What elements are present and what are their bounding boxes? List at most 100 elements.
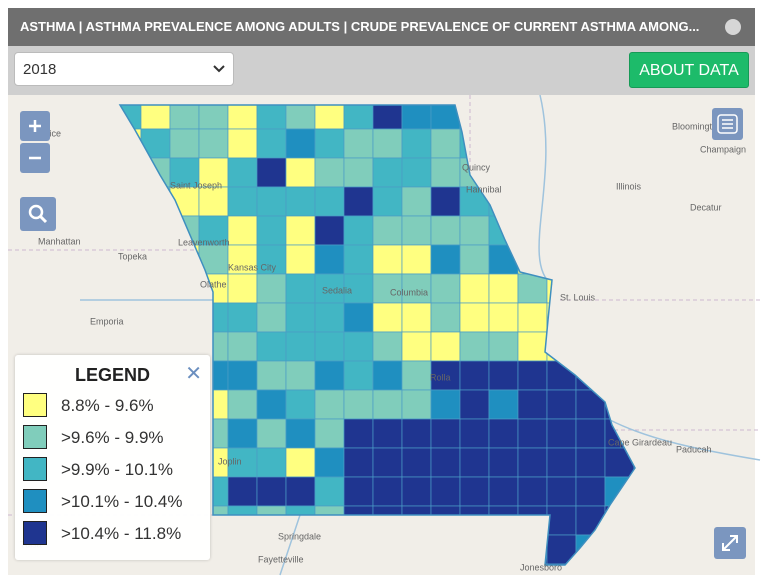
county — [401, 447, 432, 478]
county — [227, 244, 258, 275]
map-label: Springdale — [278, 531, 321, 541]
county — [256, 302, 287, 333]
county — [459, 447, 490, 478]
legend-close[interactable]: ✕ — [185, 363, 202, 385]
county — [256, 128, 287, 159]
header-title: ASTHMA | ASTHMA PREVALENCE AMONG ADULTS … — [20, 19, 700, 34]
legend-label: >9.6% - 9.9% — [61, 428, 164, 447]
county — [372, 331, 403, 362]
county — [517, 418, 548, 449]
county — [459, 331, 490, 362]
county — [285, 186, 316, 217]
county — [314, 331, 345, 362]
map-label: Leavenworth — [178, 237, 230, 247]
county — [372, 476, 403, 507]
county — [401, 331, 432, 362]
county — [314, 418, 345, 449]
county — [256, 360, 287, 391]
county — [314, 244, 345, 275]
county — [227, 418, 258, 449]
map-label: Manhattan — [38, 236, 81, 246]
county — [575, 476, 606, 507]
county — [314, 273, 345, 304]
chevron — [213, 65, 225, 73]
map-label: Cape Girardeau — [608, 437, 672, 447]
county — [227, 302, 258, 333]
county — [372, 302, 403, 333]
county — [227, 128, 258, 159]
county — [488, 331, 519, 362]
county — [256, 186, 287, 217]
county — [517, 302, 548, 333]
county — [198, 186, 229, 217]
year-select[interactable]: 2018 — [14, 52, 234, 86]
legend-swatch — [23, 393, 47, 417]
county — [372, 418, 403, 449]
county — [546, 418, 577, 449]
county — [546, 447, 577, 478]
map-label: Saint Joseph — [170, 180, 222, 190]
county — [401, 273, 432, 304]
county — [430, 302, 461, 333]
zoom-out[interactable] — [20, 143, 50, 173]
county — [169, 105, 200, 130]
county — [285, 476, 316, 507]
county — [343, 157, 374, 188]
county — [285, 105, 316, 130]
county — [285, 418, 316, 449]
county — [343, 331, 374, 362]
county — [227, 157, 258, 188]
county — [488, 476, 519, 507]
about-data-button[interactable]: ABOUT DATA — [629, 52, 749, 88]
county — [401, 389, 432, 420]
county — [343, 244, 374, 275]
county — [430, 105, 461, 130]
fullscreen-button[interactable] — [714, 527, 746, 559]
legend-label: 8.8% - 9.6% — [61, 396, 154, 415]
map-label: Champaign — [700, 144, 746, 154]
map-label: Bloomington — [672, 121, 722, 131]
county — [488, 418, 519, 449]
county — [517, 389, 548, 420]
county — [459, 476, 490, 507]
county — [256, 105, 287, 130]
county — [227, 215, 258, 246]
county — [314, 215, 345, 246]
county — [517, 447, 548, 478]
county — [401, 157, 432, 188]
search-button[interactable] — [20, 197, 56, 231]
county — [488, 302, 519, 333]
map-label: St. Louis — [560, 292, 596, 302]
county — [401, 476, 432, 507]
map-label: Joplin — [218, 456, 242, 466]
county — [401, 418, 432, 449]
county — [343, 302, 374, 333]
legend-title: LEGEND — [74, 365, 150, 385]
county — [430, 418, 461, 449]
map-label: Hannibal — [466, 184, 502, 194]
county — [227, 186, 258, 217]
county — [401, 128, 432, 159]
county — [256, 418, 287, 449]
zoom-in[interactable] — [20, 111, 50, 141]
county — [314, 476, 345, 507]
legend-swatch — [23, 489, 47, 513]
layers-button[interactable] — [712, 108, 743, 140]
county — [372, 128, 403, 159]
county — [401, 302, 432, 333]
map-label: Olathe — [200, 279, 227, 289]
state-border — [8, 95, 760, 516]
county — [488, 273, 519, 304]
download-icon[interactable] — [725, 19, 741, 35]
county — [372, 244, 403, 275]
county — [430, 215, 461, 246]
legend-swatch — [23, 457, 47, 481]
county — [227, 273, 258, 304]
county — [546, 505, 577, 536]
map-label: Topeka — [118, 251, 147, 261]
map-label: Sedalia — [322, 285, 352, 295]
map-label: Jonesboro — [520, 562, 562, 572]
county — [256, 331, 287, 362]
